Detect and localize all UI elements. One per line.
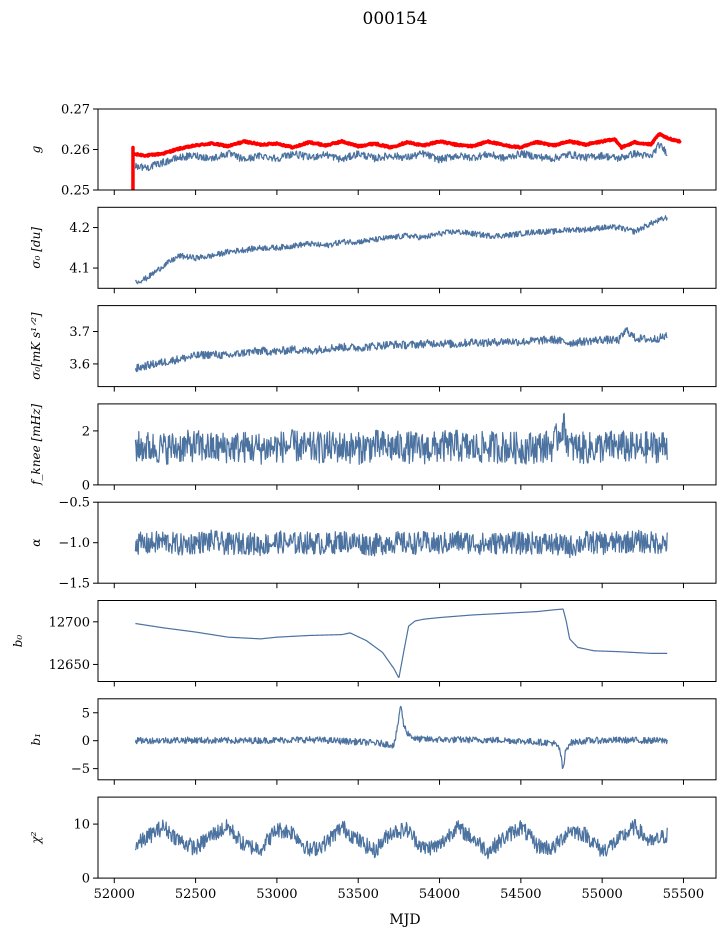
y-tick-label: 10: [73, 818, 90, 833]
series-line-1: [134, 215, 668, 285]
x-tick-label: 55500: [663, 887, 704, 902]
axes-frame: [97, 403, 717, 486]
series-line-1: [135, 608, 668, 678]
axes-frame: [97, 698, 717, 781]
x-tick-label: 54500: [500, 887, 541, 902]
y-tick-label: 0: [82, 872, 90, 887]
y-tick-label: 4.1: [69, 262, 90, 277]
y-tick-label: 3.7: [69, 325, 90, 340]
axes-frame: [97, 796, 717, 879]
y-tick-label: 0.27: [61, 103, 90, 118]
y-tick-label: −1.5: [58, 577, 90, 592]
panel-3: 3.6 3.7 σ₀[mK s¹ᐟ²]: [29, 305, 717, 392]
y-axis-label: g: [29, 145, 43, 153]
y-axis-label: σ₀ [du]: [29, 227, 43, 269]
panels: 0.25 0.26 0.27 g 4.1 4.2 σ₀ [du] 3.6 3.7 σ₀[mK s¹…: [11, 103, 717, 902]
axes-frame: [97, 206, 717, 289]
x-tick-label: 52000: [94, 887, 135, 902]
y-tick-label: 0.26: [61, 143, 90, 158]
y-axis-label: b₁: [29, 733, 43, 746]
y-tick-label: 5: [82, 706, 90, 721]
panel-7: −5 0 5 b₁: [29, 698, 717, 785]
x-tick-label: 55000: [581, 887, 622, 902]
series-line-1: [134, 705, 668, 770]
y-tick-label: −0.5: [58, 496, 90, 511]
y-tick-label: 0: [82, 478, 90, 493]
panel-2: 4.1 4.2 σ₀ [du]: [29, 206, 717, 294]
panel-1: 0.25 0.26 0.27 g: [29, 103, 717, 199]
y-tick-label: 2: [82, 424, 90, 439]
series-line-1: [134, 327, 668, 373]
y-axis-label: f_knee [mHz]: [29, 404, 43, 486]
y-tick-label: 0: [82, 734, 90, 749]
y-tick-label: 12700: [49, 615, 90, 630]
axes-frame: [97, 108, 717, 191]
figure-title: 000154: [363, 9, 428, 29]
y-axis-label: α: [29, 539, 43, 547]
y-tick-label: −5: [71, 762, 90, 777]
panel-4: 0 2 f_knee [mHz]: [29, 403, 717, 493]
y-tick-label: 3.6: [69, 357, 90, 372]
y-tick-label: 12650: [49, 658, 90, 673]
x-axis-label: MJD: [389, 912, 420, 928]
series-line-1: [134, 529, 668, 559]
series-line-1: [131, 132, 682, 190]
y-axis-label: χ²: [29, 831, 43, 844]
y-tick-label: 0.25: [61, 184, 90, 199]
y-axis-label: σ₀[mK s¹ᐟ²]: [29, 312, 43, 380]
x-tick-label: 53000: [256, 887, 297, 902]
panel-5: −1.5 −1.0 −0.5 α: [29, 496, 717, 592]
axes-frame: [97, 600, 717, 682]
x-tick-label: 53500: [338, 887, 379, 902]
y-tick-label: −1.0: [58, 536, 90, 551]
panel-8: 0 10 52000 52500 53000 53500 54000 54500 55000 55…: [29, 796, 717, 902]
axes-frame: [97, 305, 717, 388]
series-line-1: [134, 412, 668, 466]
x-tick-label: 54000: [419, 887, 460, 902]
panel-6: 12650 12700 b₀: [11, 600, 717, 687]
series-line-2: [134, 142, 668, 172]
x-tick-label: 52500: [175, 887, 216, 902]
y-tick-label: 4.2: [69, 221, 90, 236]
y-axis-label: b₀: [11, 635, 25, 648]
series-line-1: [134, 818, 668, 860]
